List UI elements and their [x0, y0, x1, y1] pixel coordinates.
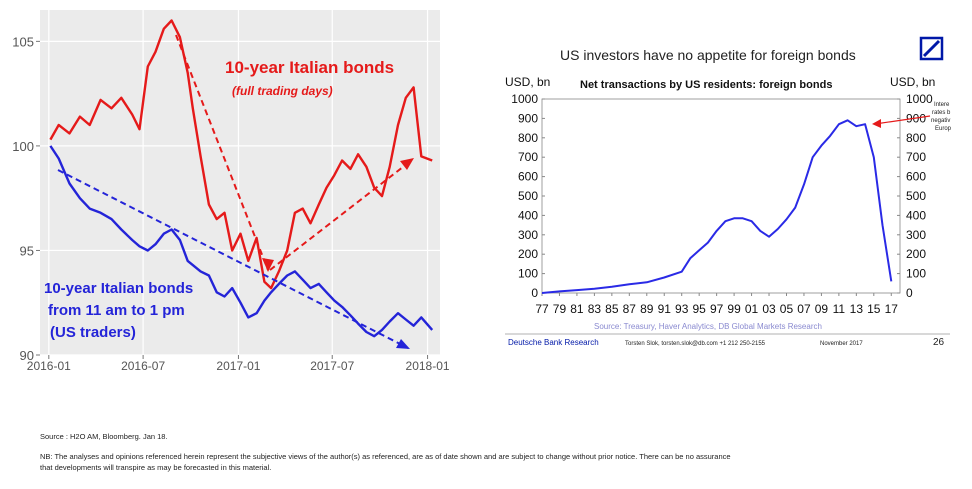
svg-text:Europ: Europ	[935, 126, 952, 132]
right-xtick-label: 17	[885, 302, 899, 316]
right-ytick-label-right: 300	[906, 228, 926, 242]
annotation-arrowhead	[872, 119, 881, 128]
right-xtick-label: 01	[745, 302, 759, 316]
right-ytick-label-left: 0	[531, 286, 538, 300]
right-xtick-label: 95	[692, 302, 706, 316]
left-xtick-label: 2018-01	[406, 359, 450, 373]
italian-bonds-chart: 105 100 95 90 2016-01 2016-07 2017-01 2017-07 2…	[12, 10, 450, 373]
disclaimer-line-2: that developments will transpire as may …	[40, 463, 272, 472]
right-ytick-label-right: 800	[906, 131, 926, 145]
right-ytick-label-right: 0	[906, 286, 913, 300]
left-xtick-label: 2017-07	[310, 359, 354, 373]
right-xtick-label: 99	[727, 302, 741, 316]
deutsche-bank-logo	[919, 36, 944, 61]
right-xtick-label: 13	[850, 302, 864, 316]
right-chart-title: US investors have no appetite for foreig…	[560, 47, 856, 63]
right-ytick-label-left: 1000	[511, 92, 538, 106]
right-ytick-label-left: 500	[518, 189, 538, 203]
left-ytick-label: 90	[20, 348, 34, 363]
footer-author: Torsten Slok, torsten.slok@db.com +1 212…	[625, 341, 766, 347]
right-xtick-label: 79	[553, 302, 567, 316]
right-ytick-label-left: 600	[518, 170, 538, 184]
us-foreign-bonds-chart: US investors have no appetite for foreig…	[505, 36, 952, 348]
right-ytick-label-left: 400	[518, 208, 538, 222]
page-number: 26	[933, 337, 945, 348]
right-xtick-label: 85	[605, 302, 619, 316]
right-xtick-label: 93	[675, 302, 689, 316]
left-xtick-label: 2016-01	[27, 359, 71, 373]
left-xtick-label: 2016-07	[121, 359, 165, 373]
svg-text:rates b: rates b	[932, 110, 951, 116]
red-arrowhead-2	[400, 158, 414, 170]
left-ytick-label: 100	[12, 139, 34, 154]
right-xtick-label: 11	[833, 302, 846, 316]
blue-series-line	[49, 145, 434, 338]
left-ytick-label: 105	[12, 34, 34, 49]
right-chart-source: Source: Treasury, Haver Analytics, DB Gl…	[594, 322, 822, 331]
right-axis-unit: USD, bn	[890, 75, 935, 89]
left-ytick-label: 95	[20, 243, 34, 258]
left-axis-unit: USD, bn	[505, 75, 550, 89]
right-xtick-label: 91	[658, 302, 672, 316]
right-ytick-label-left: 200	[518, 247, 538, 261]
right-ytick-label-left: 900	[518, 111, 538, 125]
annotation-text: Intere rates b negativ Europ	[931, 102, 952, 132]
svg-text:Intere: Intere	[934, 102, 950, 108]
right-ytick-label-left: 700	[518, 150, 538, 164]
blue-series-title-3: (US traders)	[50, 324, 136, 341]
right-xtick-label: 05	[780, 302, 794, 316]
left-xtick-label: 2017-01	[216, 359, 260, 373]
right-ytick-label-left: 800	[518, 131, 538, 145]
right-ytick-label-left: 300	[518, 228, 538, 242]
svg-text:negativ: negativ	[931, 118, 950, 124]
right-xtick-label: 89	[640, 302, 654, 316]
right-xtick-label: 03	[762, 302, 776, 316]
right-xtick-label: 15	[867, 302, 881, 316]
disclaimer-line-1: NB: The analyses and opinions referenced…	[40, 452, 731, 461]
red-series-title: 10-year Italian bonds	[225, 58, 394, 77]
right-xtick-label: 83	[588, 302, 602, 316]
red-arrowhead-1	[262, 258, 274, 272]
right-xtick-label: 87	[623, 302, 637, 316]
red-down-arrow	[175, 34, 269, 271]
red-series-subtitle: (full trading days)	[232, 84, 333, 98]
right-ytick-label-right: 700	[906, 150, 926, 164]
footer-date: November 2017	[820, 341, 863, 347]
right-ytick-label-right: 400	[906, 208, 926, 222]
right-ytick-label-right: 500	[906, 189, 926, 203]
right-xtick-label: 77	[535, 302, 549, 316]
annotation-arrow-line	[874, 115, 931, 125]
right-xtick-label: 81	[570, 302, 584, 316]
right-plot-frame	[541, 98, 901, 294]
right-ytick-label-left: 100	[518, 267, 538, 281]
right-ytick-label-right: 200	[906, 247, 926, 261]
right-ytick-label-right: 1000	[906, 92, 933, 106]
right-ytick-label-right: 100	[906, 267, 926, 281]
footer-brand: Deutsche Bank Research	[508, 338, 599, 347]
right-chart-subtitle: Net transactions by US residents: foreig…	[580, 79, 832, 91]
blue-arrowhead	[396, 339, 410, 349]
right-xtick-label: 09	[815, 302, 829, 316]
right-xtick-label: 97	[710, 302, 724, 316]
blue-series-title-2: from 11 am to 1 pm	[48, 302, 185, 319]
source-note: Source : H2O AM, Bloomberg. Jan 18.	[40, 432, 168, 441]
trend-arrows	[57, 34, 413, 349]
blue-series-title-1: 10-year Italian bonds	[44, 280, 193, 297]
red-series-line	[49, 19, 433, 290]
net-transactions-line	[541, 119, 893, 294]
right-ytick-label-right: 600	[906, 170, 926, 184]
blue-down-arrow	[57, 169, 409, 349]
right-xtick-label: 07	[797, 302, 811, 316]
